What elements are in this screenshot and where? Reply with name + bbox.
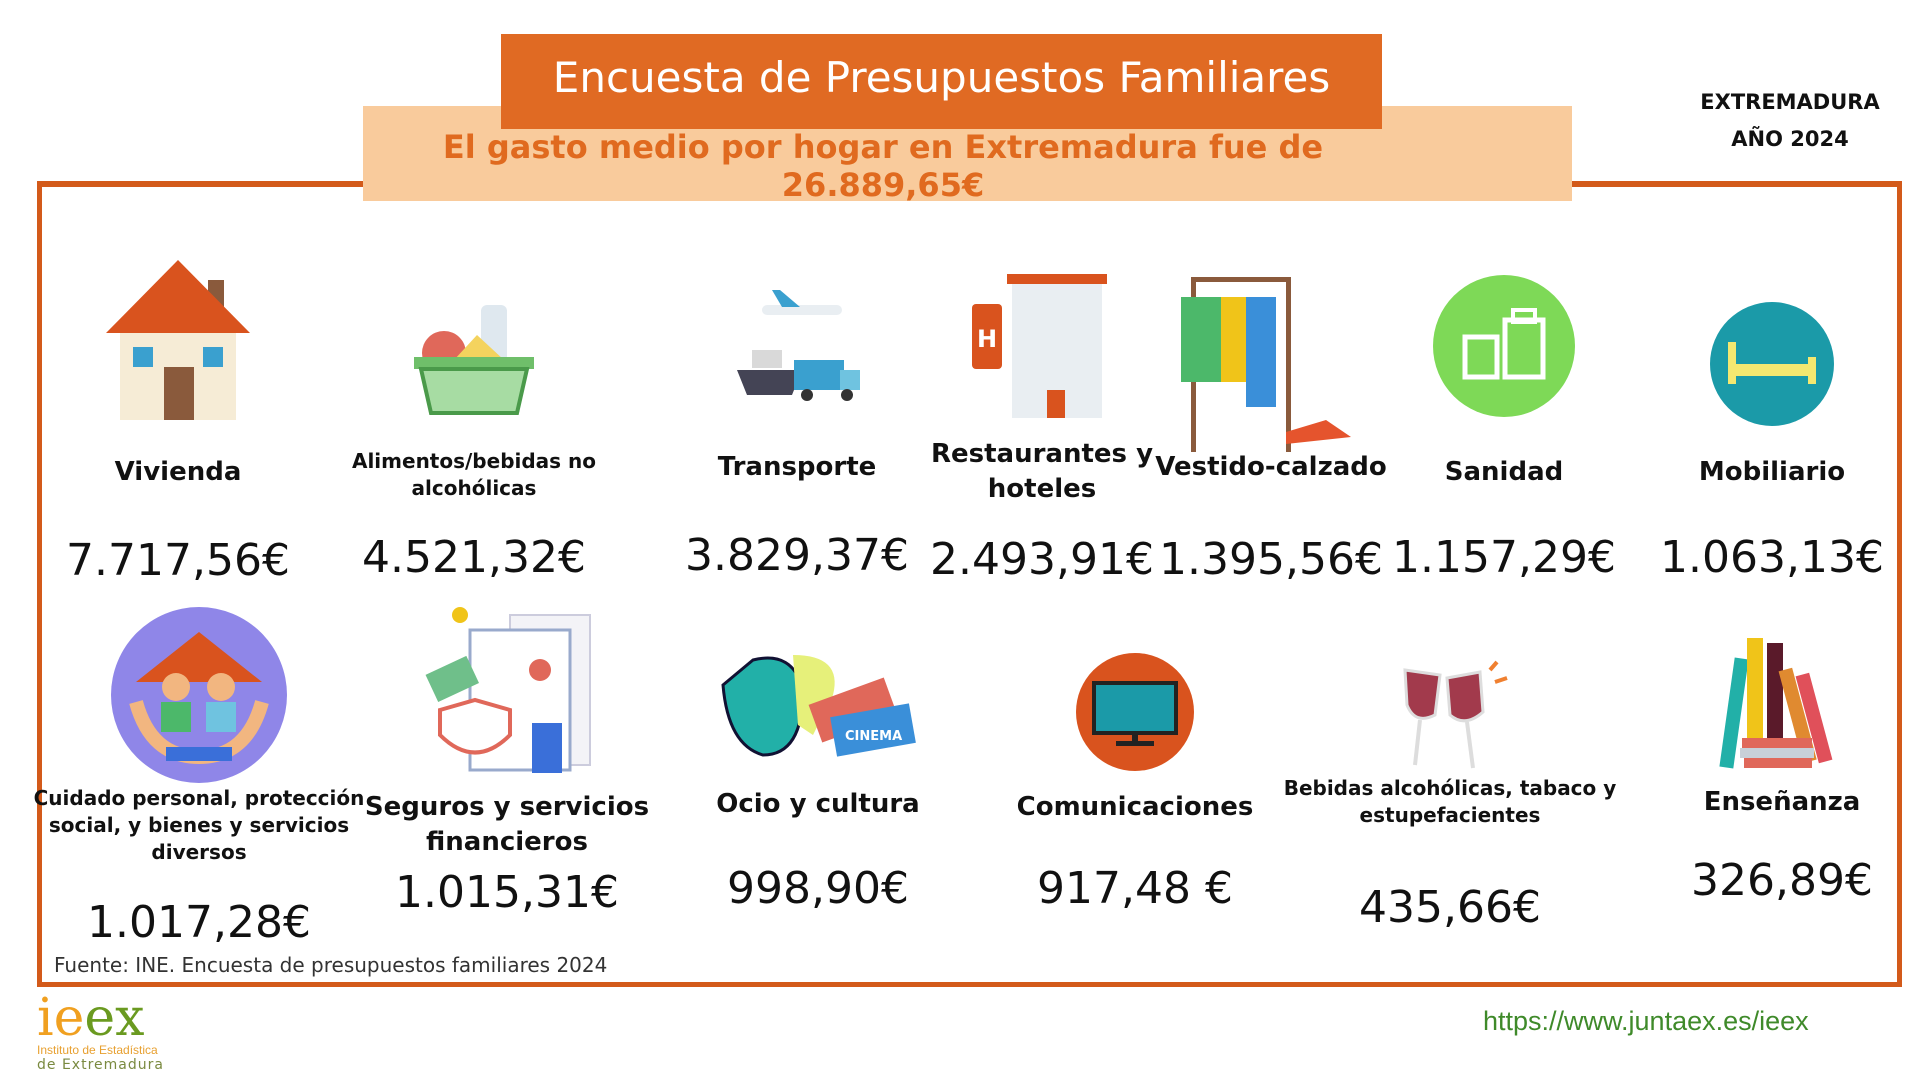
category-value: 3.829,37€ (685, 530, 909, 581)
category-value: 1.395,56€ (1159, 534, 1383, 585)
category-item: Seguros y servicios financieros 1.015,31… (357, 605, 657, 918)
category-item: Enseñanza 326,89€ (1632, 633, 1920, 906)
category-value: 7.717,56€ (66, 535, 290, 586)
category-label: Sanidad (1444, 457, 1564, 487)
bed-icon (1710, 302, 1834, 426)
region-label: EXTREMADURA (1700, 90, 1880, 114)
category-label: Ocio y cultura (716, 789, 920, 819)
grocery-basket-icon (414, 305, 534, 415)
category-label: Cuidado personal, protección social, y b… (33, 786, 365, 864)
year-label: AÑO 2024 (1731, 127, 1849, 151)
category-label: Comunicaciones (1016, 792, 1254, 822)
category-item: Cuidado personal, protección social, y b… (34, 607, 364, 948)
category-value: 917,48 € (1037, 863, 1233, 914)
category-label: Vestido-calzado (1155, 452, 1387, 482)
transport-icon (737, 290, 860, 401)
hotel-icon: H (972, 274, 1107, 418)
house-icon (106, 260, 250, 420)
theater-cinema-icon: CINEMA (721, 655, 916, 757)
category-label: Mobiliario (1698, 457, 1846, 487)
category-value: 326,89€ (1691, 855, 1873, 906)
category-value: 1.015,31€ (395, 867, 619, 918)
family-care-icon (111, 607, 287, 783)
ieex-logo: ieex Instituto de Estadística de Extrema… (37, 988, 164, 1073)
category-label: Transporte (717, 452, 877, 482)
wine-glasses-icon (1403, 660, 1508, 769)
category-value: 435,66€ (1359, 882, 1541, 933)
insurance-icon (425, 607, 591, 773)
category-label: Enseñanza (1703, 787, 1861, 817)
svg-text:H: H (977, 325, 997, 353)
category-item: CINEMA Ocio y cultura 998,90€ (668, 645, 968, 914)
subtitle: El gasto medio por hogar en Extremadura … (442, 128, 1324, 204)
source-note: Fuente: INE. Encuesta de presupuestos fa… (54, 953, 608, 977)
category-value: 1.157,29€ (1392, 532, 1616, 583)
medicine-icon (1433, 275, 1575, 417)
category-value: 1.017,28€ (87, 897, 311, 948)
category-item: Mobiliario 1.063,13€ (1622, 302, 1920, 583)
books-icon (1719, 638, 1833, 769)
monitor-icon (1076, 653, 1194, 771)
website-link[interactable]: https://www.juntaex.es/ieex (1483, 1006, 1809, 1036)
category-label: Bebidas alcohólicas, tabaco y estupefaci… (1283, 776, 1617, 827)
category-item: Comunicaciones 917,48 € (985, 653, 1285, 914)
category-label: Restaurantes y hoteles (930, 439, 1154, 504)
category-label: Alimentos/bebidas no alcohólicas (351, 449, 597, 500)
category-value: 2.493,91€ (930, 534, 1154, 585)
category-item: H Restaurantes y hoteles 2.493,91€ (892, 272, 1192, 585)
category-label: Vivienda (114, 457, 242, 487)
category-item: Vivienda 7.717,56€ (28, 255, 328, 586)
logo-subtitle-2: de Extremadura (37, 1057, 164, 1073)
category-value: 4.521,32€ (362, 532, 586, 583)
category-item: Vestido-calzado 1.395,56€ (1121, 272, 1421, 585)
page-title: Encuesta de Presupuestos Familiares (501, 34, 1382, 129)
category-item: Alimentos/bebidas no alcohólicas 4.521,3… (324, 295, 624, 583)
category-item: Transporte 3.829,37€ (647, 285, 947, 581)
clothes-rack-icon (1181, 277, 1351, 452)
category-label: Seguros y servicios financieros (364, 792, 650, 857)
category-value: 1.063,13€ (1660, 532, 1884, 583)
svg-text:CINEMA: CINEMA (845, 729, 902, 744)
category-item: Bebidas alcohólicas, tabaco y estupefaci… (1284, 660, 1616, 933)
logo-subtitle-1: Instituto de Estadística (37, 1043, 158, 1057)
category-value: 998,90€ (727, 863, 909, 914)
category-item: Sanidad 1.157,29€ (1354, 275, 1654, 583)
